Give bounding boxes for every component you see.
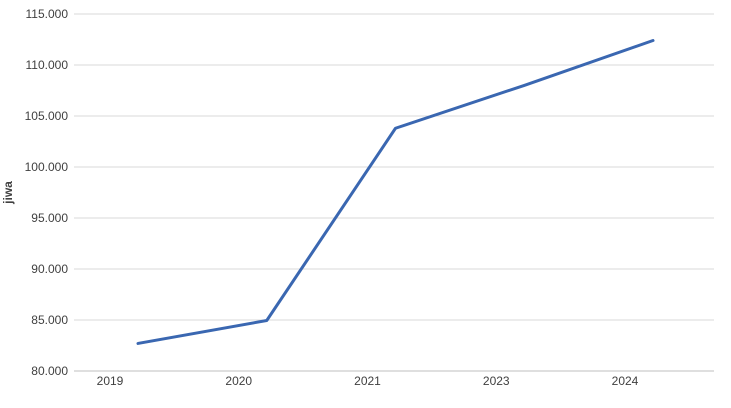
y-tick-label: 105.000 — [25, 109, 69, 123]
x-tick-label: 2019 — [97, 374, 124, 388]
y-tick-label: 115.000 — [26, 7, 69, 21]
y-tick-label: 90.000 — [31, 262, 68, 276]
y-tick-label: 110.000 — [26, 58, 69, 72]
y-tick-label: 100.000 — [25, 160, 69, 174]
y-tick-label: 95.000 — [31, 211, 68, 225]
y-axis-title: jiwa — [1, 181, 15, 205]
series-line — [136, 39, 655, 345]
series-layer — [136, 39, 655, 345]
y-tick-label: 85.000 — [31, 313, 68, 327]
x-tick-label: 2024 — [612, 374, 639, 388]
y-tick-label: 80.000 — [31, 364, 68, 378]
x-tick-label: 2023 — [483, 374, 510, 388]
x-tick-label: 2021 — [354, 374, 381, 388]
y-axis-tick-labels: 80.000 85.000 90.000 95.000 100.000 105.000 11… — [25, 7, 69, 378]
gridlines — [74, 13, 714, 321]
x-axis-tick-labels: 2019 2020 2021 2023 2024 — [97, 374, 639, 388]
x-tick-label: 2020 — [225, 374, 252, 388]
